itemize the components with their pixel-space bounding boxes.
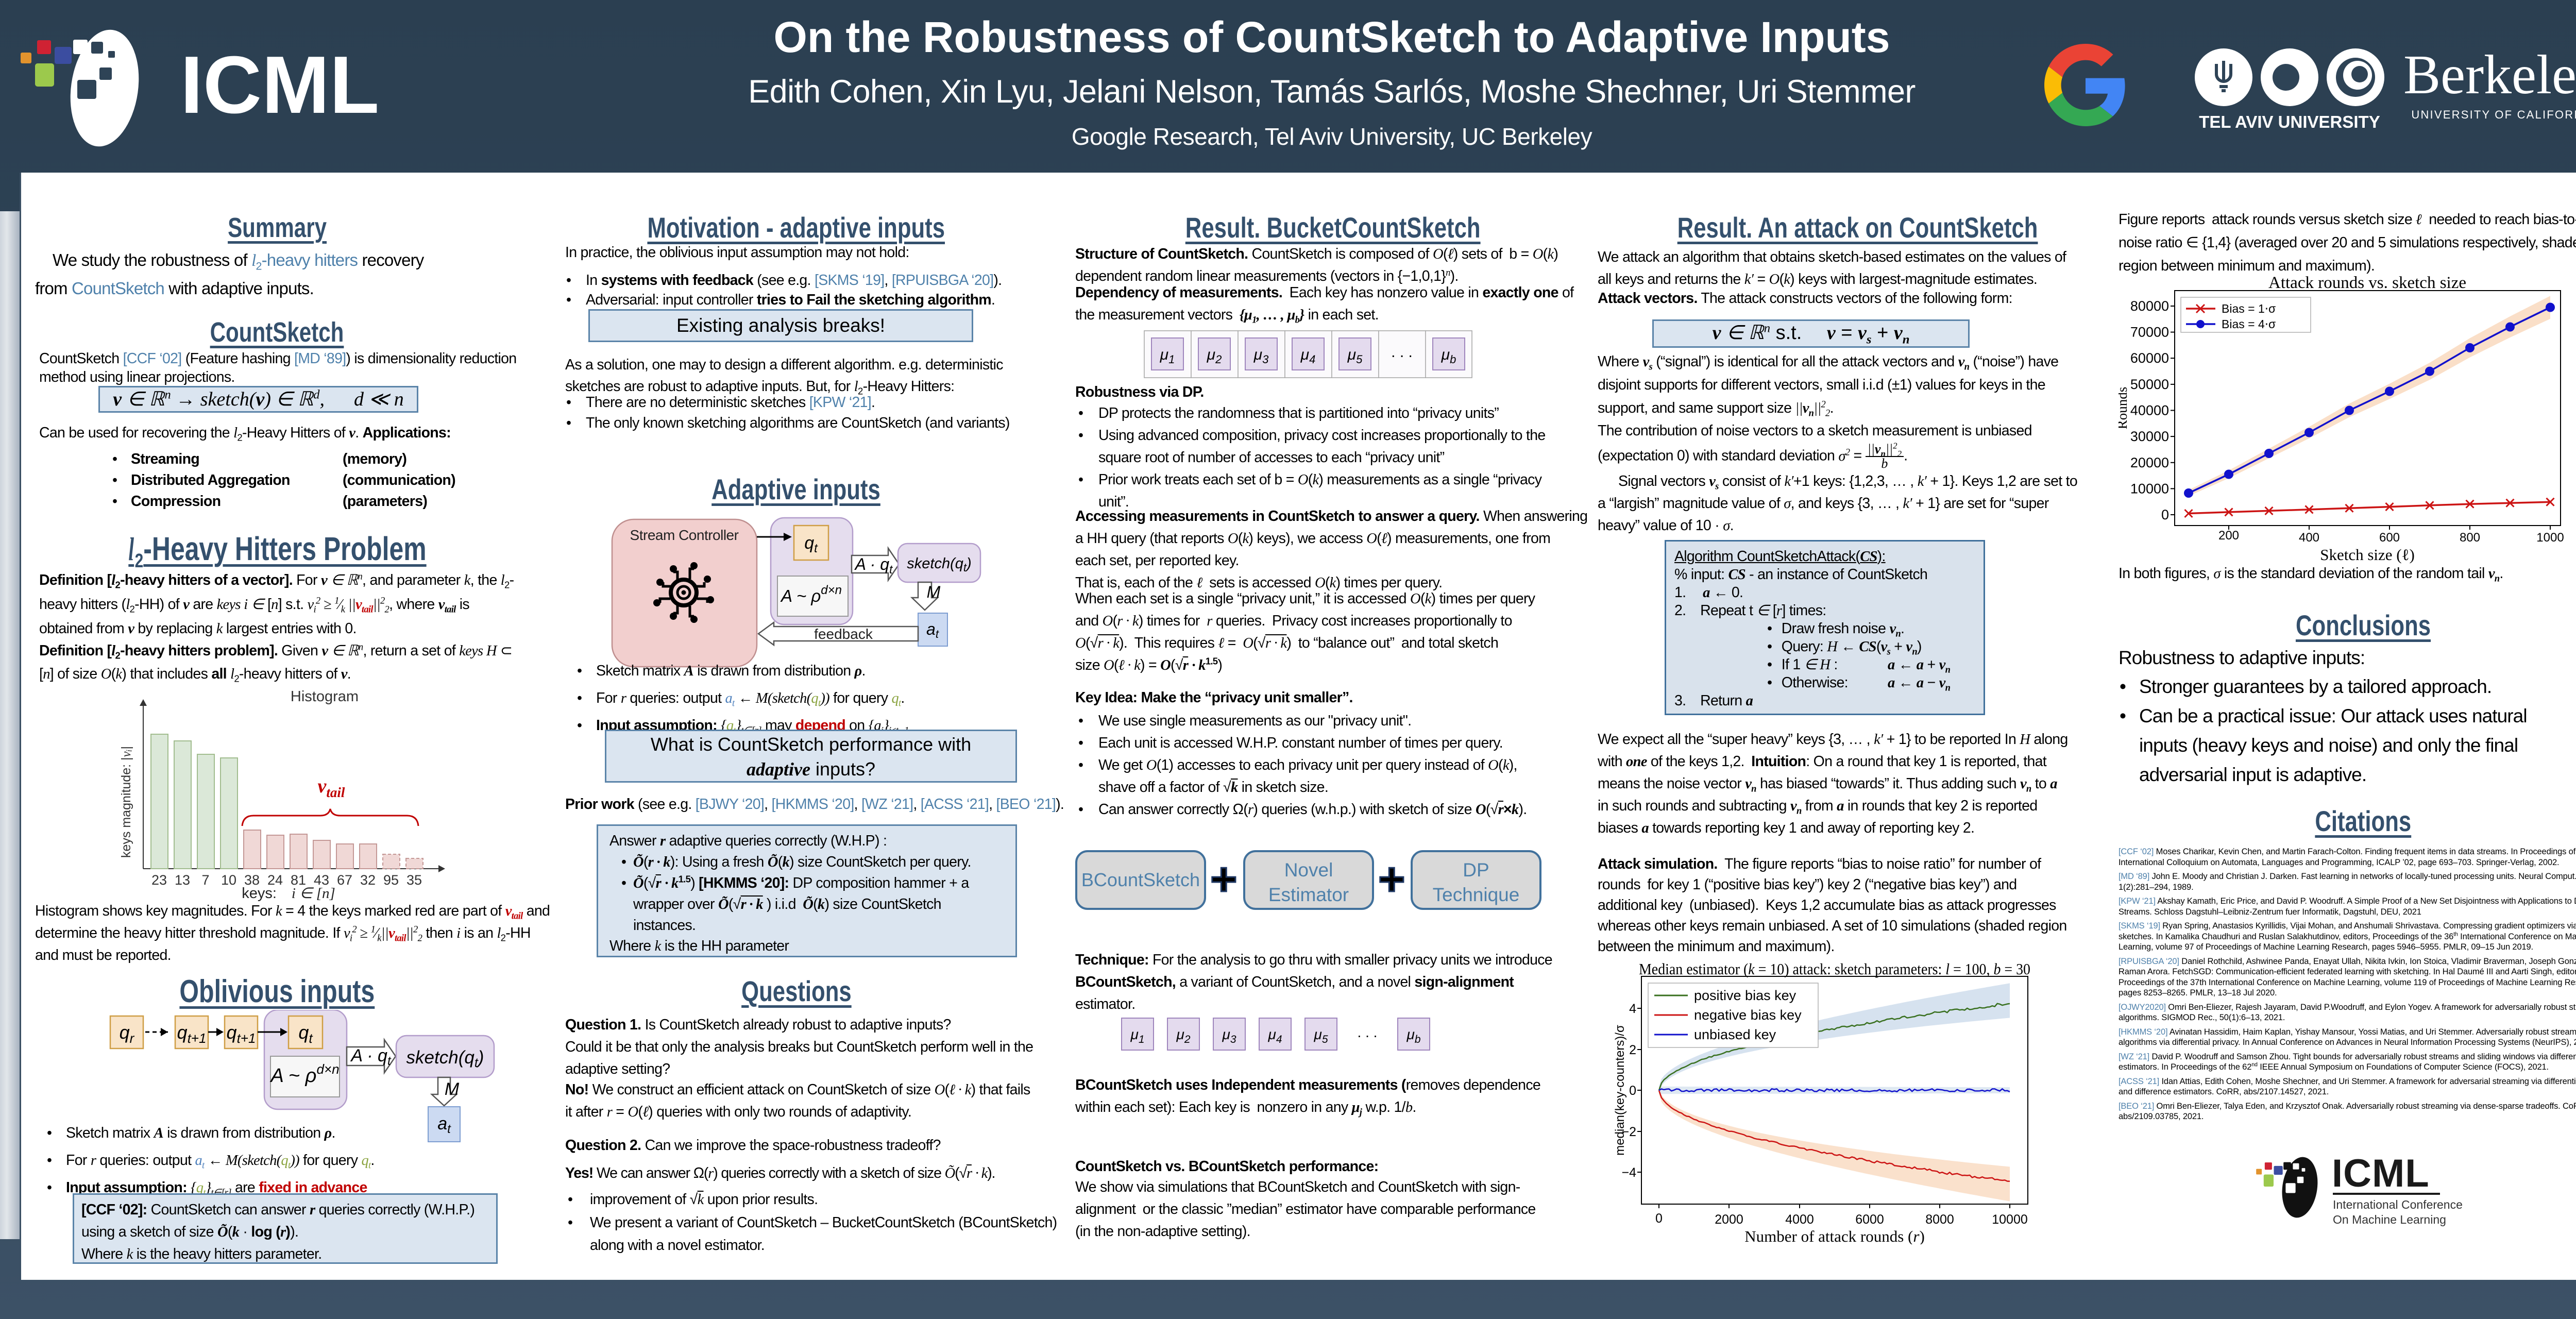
svg-text:M: M xyxy=(445,1079,460,1099)
svg-text:35: 35 xyxy=(406,872,422,888)
svg-text:81: 81 xyxy=(291,872,306,888)
svg-text:50000: 50000 xyxy=(2130,377,2169,392)
svg-text:95: 95 xyxy=(383,872,399,888)
svg-text:32: 32 xyxy=(360,872,376,888)
svg-text:μ2: μ2 xyxy=(1176,1026,1190,1045)
svg-text:1000: 1000 xyxy=(2536,531,2564,545)
svg-text:80000: 80000 xyxy=(2130,298,2169,314)
svg-text:2: 2 xyxy=(1629,1043,1636,1057)
svg-text:0: 0 xyxy=(2161,507,2169,522)
svg-text:−4: −4 xyxy=(1621,1165,1636,1180)
svg-text:negative bias key: negative bias key xyxy=(1694,1007,1802,1023)
svg-text:10000: 10000 xyxy=(2130,481,2169,496)
svg-text:10000: 10000 xyxy=(1992,1212,2028,1227)
svg-text:24: 24 xyxy=(267,872,283,888)
svg-text:0: 0 xyxy=(1629,1084,1636,1098)
svg-text:M: M xyxy=(927,583,941,601)
svg-text:μb: μb xyxy=(1441,346,1456,366)
svg-text:ICML: ICML xyxy=(2332,1152,2430,1195)
svg-text:unbiased key: unbiased key xyxy=(1694,1027,1776,1042)
svg-text:On Machine Learning: On Machine Learning xyxy=(2333,1213,2446,1226)
svg-text:median(key-counters)/σ: median(key-counters)/σ xyxy=(1613,1025,1627,1156)
svg-text:A · qt: A · qt xyxy=(854,555,893,576)
svg-text:Stream Controller: Stream Controller xyxy=(630,527,739,543)
svg-text:600: 600 xyxy=(2379,531,2400,545)
svg-text:. . .: . . . xyxy=(1358,1024,1378,1040)
svg-text:10: 10 xyxy=(221,872,236,888)
svg-text:Histogram: Histogram xyxy=(291,688,359,705)
svg-text:vtail: vtail xyxy=(318,775,345,800)
svg-text:positive bias key: positive bias key xyxy=(1694,988,1797,1003)
svg-text:keys magnitude: |vᵢ|: keys magnitude: |vᵢ| xyxy=(119,746,133,858)
svg-text:Number of attack rounds (r): Number of attack rounds (r) xyxy=(1744,1227,1925,1244)
svg-text:−2: −2 xyxy=(1621,1125,1636,1139)
svg-text:2000: 2000 xyxy=(1715,1212,1743,1227)
svg-text:International Conference: International Conference xyxy=(2333,1198,2463,1211)
svg-text:TEL AVIV UNIVERSITY: TEL AVIV UNIVERSITY xyxy=(2199,112,2380,131)
svg-text:67: 67 xyxy=(337,872,352,888)
svg-text:4000: 4000 xyxy=(1785,1212,1814,1227)
svg-text:qt: qt xyxy=(804,533,818,555)
svg-text:23: 23 xyxy=(151,872,167,888)
svg-text:μ1: μ1 xyxy=(1160,346,1175,366)
svg-text:38: 38 xyxy=(244,872,260,888)
svg-text:keys: i ∈ [n]: keys: i ∈ [n] xyxy=(242,885,335,902)
svg-text:200: 200 xyxy=(2218,529,2239,543)
svg-text:Bias = 4⋅σ: Bias = 4⋅σ xyxy=(2222,317,2276,331)
svg-text:6000: 6000 xyxy=(1855,1212,1884,1227)
svg-text:μ5: μ5 xyxy=(1347,346,1363,366)
svg-text:40000: 40000 xyxy=(2130,403,2169,418)
svg-text:Median estimator (k = 10) atta: Median estimator (k = 10) attack: sketch… xyxy=(1639,960,2030,978)
svg-text:μ1: μ1 xyxy=(1130,1026,1144,1045)
svg-text:Sketch size (ℓ): Sketch size (ℓ) xyxy=(2320,546,2415,564)
svg-text:μ3: μ3 xyxy=(1222,1026,1236,1045)
svg-text:43: 43 xyxy=(314,872,329,888)
svg-text:13: 13 xyxy=(175,872,190,888)
svg-text:4: 4 xyxy=(1629,1002,1636,1016)
svg-text:7: 7 xyxy=(201,872,209,888)
svg-text:0: 0 xyxy=(1655,1211,1663,1226)
svg-text:A · qt: A · qt xyxy=(350,1046,392,1068)
svg-text:Attack rounds vs. sketch size: Attack rounds vs. sketch size xyxy=(2268,274,2466,292)
svg-text:sketch(qt): sketch(qt) xyxy=(907,555,971,574)
svg-text:Bias = 1⋅σ: Bias = 1⋅σ xyxy=(2222,302,2276,315)
svg-text:sketch(qt): sketch(qt) xyxy=(406,1047,484,1070)
svg-text:60000: 60000 xyxy=(2130,350,2169,366)
svg-text:8000: 8000 xyxy=(1925,1212,1954,1227)
svg-text:20000: 20000 xyxy=(2130,455,2169,470)
svg-text:400: 400 xyxy=(2299,531,2319,545)
svg-text:Rounds: Rounds xyxy=(2119,387,2130,430)
svg-text:feedback: feedback xyxy=(814,626,873,642)
svg-text:800: 800 xyxy=(2460,531,2480,545)
svg-text:70000: 70000 xyxy=(2130,325,2169,340)
svg-text:. . .: . . . xyxy=(1391,344,1413,361)
svg-text:30000: 30000 xyxy=(2130,429,2169,444)
